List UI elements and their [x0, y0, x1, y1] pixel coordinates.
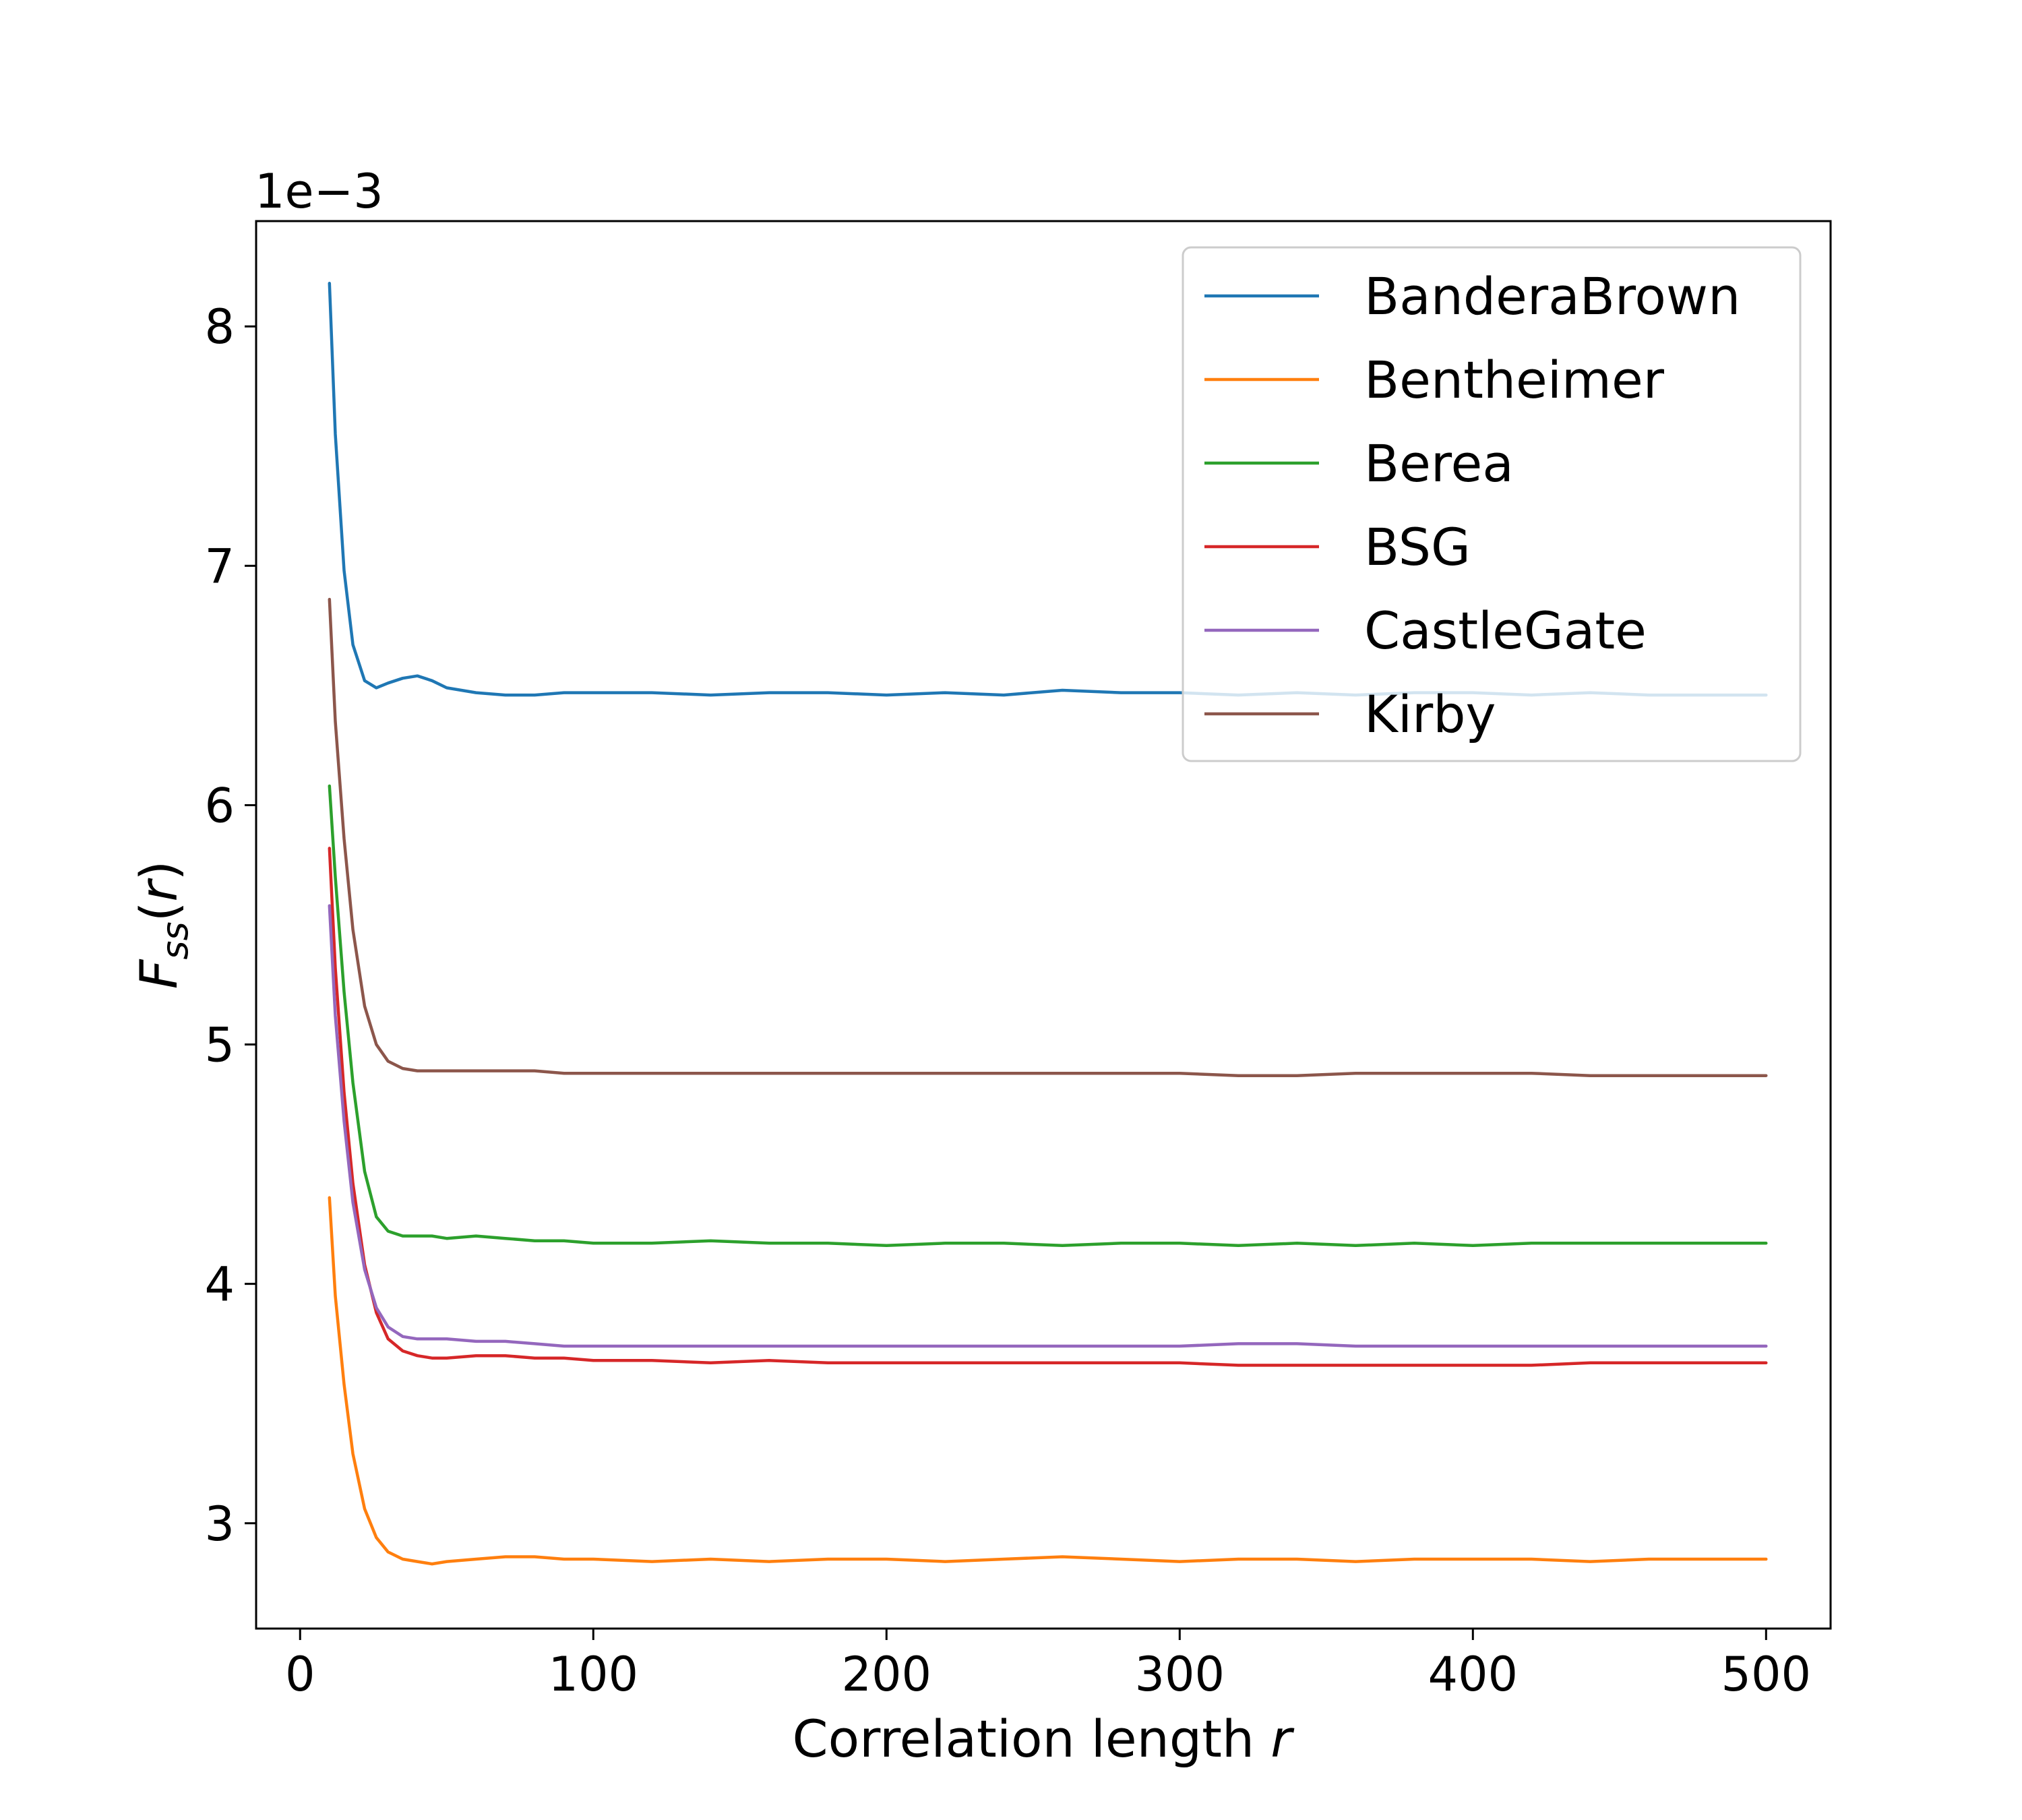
y-offset-label: 1e−3 [255, 164, 384, 219]
x-axis-label-text: Correlation length [793, 1709, 1271, 1769]
legend-frame [1182, 246, 1802, 762]
x-tick-label: 0 [285, 1647, 315, 1702]
legend-items: BanderaBrown Bentheimer Berea BSG CastleGate… [1204, 266, 1740, 744]
legend-label-bentheimer: Bentheimer [1364, 350, 1665, 410]
x-axis: 0 100 200 300 400 500 [285, 1629, 1811, 1702]
legend-label-castlegate: CastleGate [1364, 601, 1647, 661]
legend-label-berea: Berea [1364, 433, 1514, 493]
plot-frame [255, 220, 1832, 1630]
x-tick-label: 300 [1134, 1647, 1225, 1702]
y-tick-label: 4 [204, 1257, 235, 1312]
y-tick-label: 8 [204, 299, 235, 355]
legend-label-kirby: Kirby [1364, 684, 1496, 744]
series-line-bentheimer [328, 1196, 1768, 1566]
series-line-berea [328, 784, 1768, 1248]
series-line-castlegate [328, 904, 1768, 1348]
x-tick-label: 100 [548, 1647, 638, 1702]
x-axis-label: Correlation length r [793, 1709, 1295, 1769]
x-tick-label: 200 [841, 1647, 931, 1702]
series-layer [328, 282, 1768, 1566]
legend-label-banderabrown: BanderaBrown [1364, 266, 1740, 326]
y-axis-label-var: r [129, 878, 189, 902]
x-tick-label: 400 [1428, 1647, 1518, 1702]
x-axis-label-var: r [1270, 1709, 1295, 1769]
y-tick-label: 3 [204, 1496, 235, 1552]
y-axis-label-close: ) [129, 861, 189, 881]
x-tick-label: 500 [1721, 1647, 1811, 1702]
y-axis-label-open: ( [129, 902, 189, 922]
y-axis-label-main: F [129, 959, 189, 989]
series-line-bsg [328, 847, 1768, 1367]
y-axis-label: Fss(r) [129, 861, 196, 990]
y-tick-label: 5 [204, 1018, 235, 1073]
legend-label-bsg: BSG [1364, 517, 1471, 577]
series-line-kirby [328, 597, 1768, 1077]
y-tick-label: 6 [204, 778, 235, 833]
y-axis-label-sub: ss [154, 921, 196, 959]
y-axis: 3 4 5 6 7 8 [204, 299, 256, 1552]
y-tick-label: 7 [204, 539, 235, 594]
legend: BanderaBrown Bentheimer Berea BSG CastleGate… [1182, 246, 1802, 762]
